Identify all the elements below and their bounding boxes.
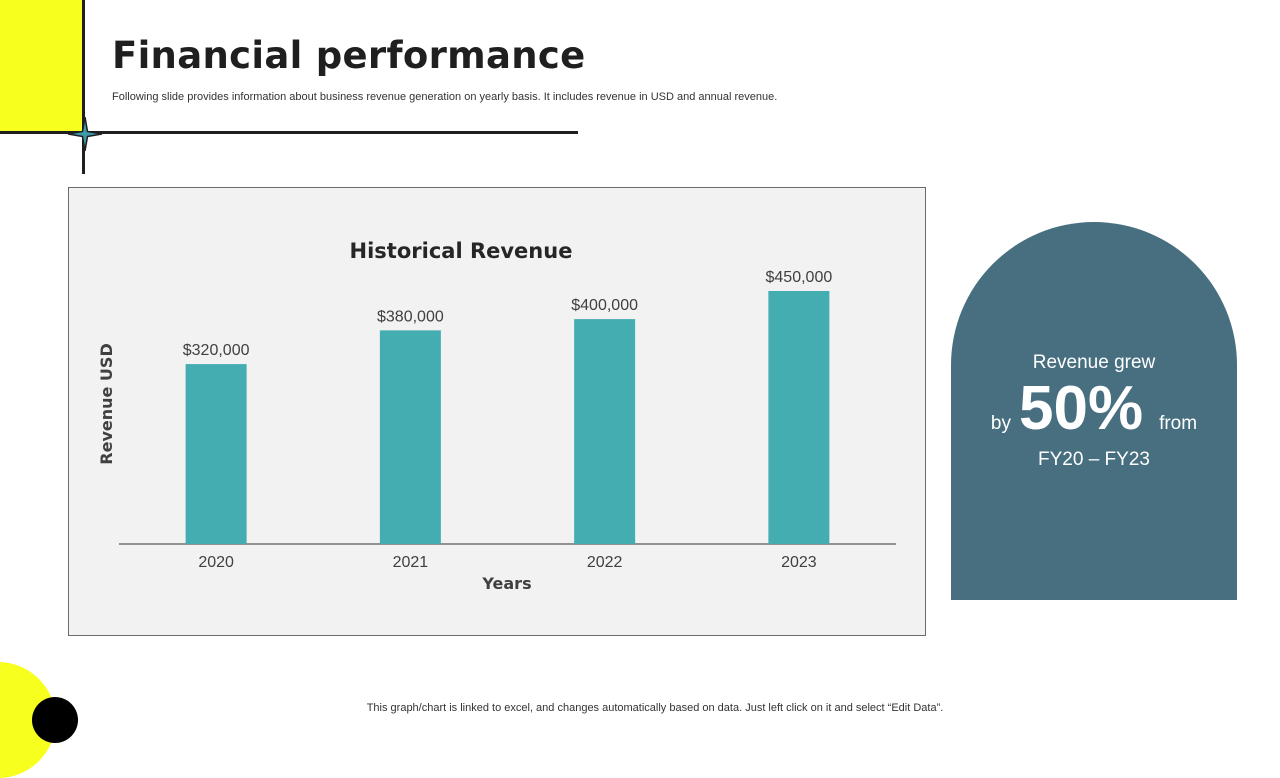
yellow-accent-block [0, 0, 84, 132]
y-axis-title: Revenue USD [97, 343, 116, 464]
sparkle-star-icon [68, 117, 102, 151]
revenue-bar-chart[interactable]: Historical Revenue Revenue USD Years $32… [69, 188, 925, 635]
x-axis-title: Years [481, 574, 531, 593]
callout-line-3: FY20 – FY23 [1038, 449, 1150, 470]
horizontal-divider-line [0, 131, 578, 134]
bar-2023[interactable] [768, 291, 830, 544]
bar-2022[interactable] [574, 319, 636, 544]
x-tick-2022: 2022 [587, 554, 623, 571]
data-label-2022: $400,000 [571, 297, 638, 314]
bars-layer: $320,000 2020 $380,000 2021 $400,000 2022 $450… [183, 269, 833, 571]
chart-title: Historical Revenue [350, 239, 573, 263]
revenue-growth-callout: Revenue grew by 50% from FY20 – FY23 [951, 222, 1237, 600]
data-label-2023: $450,000 [766, 269, 833, 286]
callout-line-1: Revenue grew [1032, 352, 1156, 373]
data-label-2021: $380,000 [377, 308, 444, 325]
x-tick-2020: 2020 [198, 554, 234, 571]
callout-line-2: by 50% from [951, 378, 1237, 440]
vertical-divider-line [82, 0, 85, 174]
page-title: Financial performance [112, 34, 586, 77]
chart-panel[interactable]: Historical Revenue Revenue USD Years $32… [68, 187, 926, 636]
callout-from: from [1159, 413, 1198, 434]
callout-percent: 50% [1018, 374, 1144, 443]
callout-by: by [990, 413, 1011, 434]
footnote: This graph/chart is linked to excel, and… [366, 702, 944, 714]
bar-2021[interactable] [379, 330, 441, 544]
page-subtitle: Following slide provides information abo… [112, 91, 778, 103]
x-tick-2023: 2023 [781, 554, 817, 571]
bar-2020[interactable] [185, 364, 247, 544]
x-tick-2021: 2021 [393, 554, 429, 571]
data-label-2020: $320,000 [183, 342, 250, 359]
